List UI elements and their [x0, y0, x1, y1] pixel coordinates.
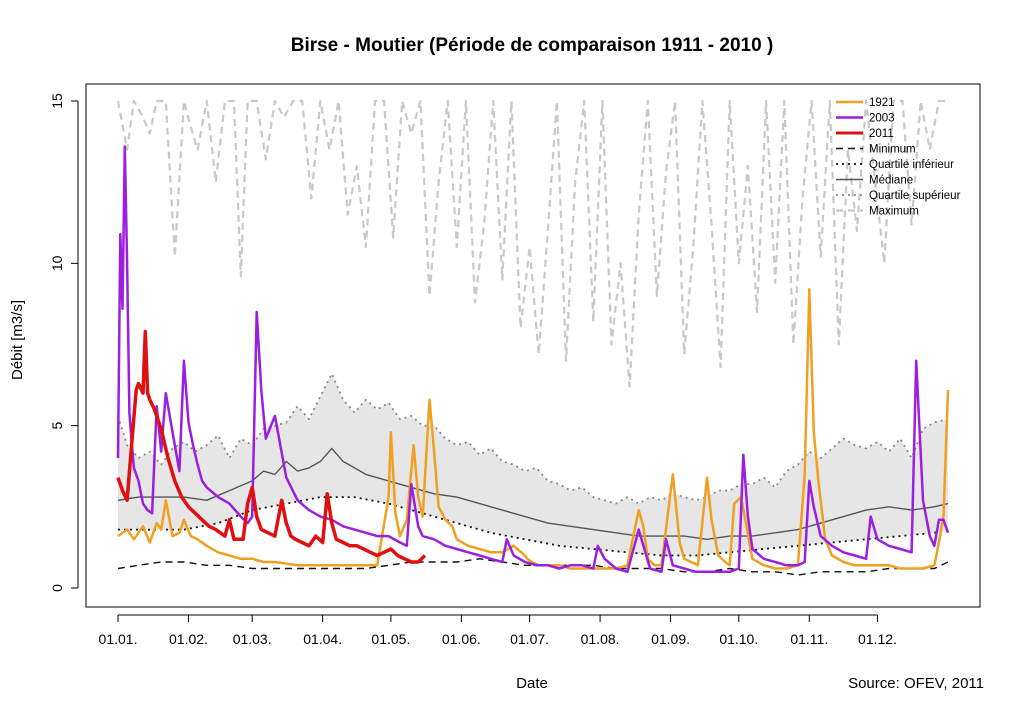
y-tick-label: 5 [49, 422, 65, 430]
legend-label: 1921 [869, 97, 895, 109]
legend-label: Quartile supérieur [869, 190, 961, 202]
x-tick-label: 01.09. [651, 631, 690, 647]
legend-label: 2011 [869, 128, 894, 140]
y-tick-label: 15 [49, 93, 65, 109]
series-line-2011 [116, 329, 427, 564]
chart-title: Birse - Moutier (Période de comparaison … [291, 35, 774, 56]
x-tick-label: 01.07. [510, 631, 549, 647]
series-line-m-diane [117, 447, 949, 540]
plot-frame [85, 83, 981, 608]
x-tick-label: 01.05. [371, 631, 410, 647]
x-tick-label: 01.10. [719, 631, 758, 647]
y-tick-label: 10 [49, 255, 65, 271]
x-tick-label: 01.12. [858, 631, 897, 647]
x-axis: 01.01. 01.02. 01.03. 01.04. 01.05. 01.06. 01.0… [99, 614, 897, 647]
legend-label: Médiane [869, 175, 913, 187]
x-axis-label: Date [516, 675, 548, 692]
x-tick-label: 01.11. [790, 631, 828, 647]
x-tick-label: 01.06. [442, 631, 481, 647]
x-tick-label: 01.03. [233, 631, 272, 647]
source-note: Source: OFEV, 2011 [848, 675, 984, 692]
x-tick-label: 01.08. [581, 631, 620, 647]
y-axis: 0 5 10 15 [49, 93, 79, 592]
legend-label: 2003 [869, 113, 895, 125]
series-line-quartile-inf-rieur [118, 496, 949, 557]
x-tick-label: 01.01. [99, 631, 138, 647]
x-tick-label: 01.02. [169, 631, 208, 647]
y-tick-label: 0 [49, 584, 65, 592]
series-layer [116, 99, 950, 576]
series-line-2003 [116, 145, 950, 574]
x-tick-label: 01.04. [303, 631, 342, 647]
legend-label: Maximum [869, 206, 919, 218]
legend: 1921 2003 2011 Minimum Quartile inférieur Méd… [836, 97, 961, 218]
legend-label: Quartile inférieur [869, 159, 954, 171]
series-line-maximum [116, 99, 948, 388]
legend-label: Minimum [869, 144, 916, 156]
y-axis-label: Débit [m3/s] [9, 300, 26, 380]
